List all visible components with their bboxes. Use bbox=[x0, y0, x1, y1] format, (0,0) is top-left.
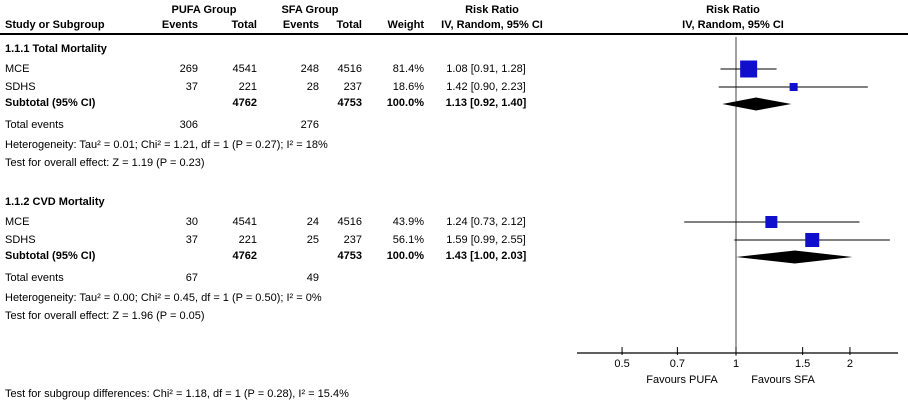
subtotal-diamond bbox=[722, 97, 792, 111]
subtotal-rr-cell: 1.43 [1.00, 2.03] bbox=[445, 250, 527, 262]
group1-header: PUFA Group bbox=[171, 4, 237, 16]
axis-tick-label: 2 bbox=[847, 358, 853, 370]
subtotal-pufa-total-cell: 4762 bbox=[232, 97, 257, 109]
subgroup-test-text: Test for subgroup differences: Chi² = 1.… bbox=[5, 388, 349, 400]
header-divider bbox=[0, 33, 908, 35]
subtotal-diamond bbox=[736, 250, 853, 264]
weight-header: Weight bbox=[387, 19, 424, 31]
overall-effect-text: Test for overall effect: Z = 1.96 (P = 0… bbox=[5, 310, 205, 322]
sfa-total-cell: 4516 bbox=[337, 216, 362, 228]
sfa-events-cell: 248 bbox=[300, 63, 319, 75]
section-heading: 1.1.1 Total Mortality bbox=[5, 43, 107, 55]
pufa-events-cell: 269 bbox=[179, 63, 198, 75]
sfa-total-cell: 237 bbox=[343, 81, 362, 93]
plot-column-subtitle: IV, Random, 95% CI bbox=[682, 19, 784, 31]
plot-column-title: Risk Ratio bbox=[706, 4, 760, 16]
rr-estimate-cell: 1.42 [0.90, 2.23] bbox=[446, 81, 526, 93]
heterogeneity-text: Heterogeneity: Tau² = 0.00; Chi² = 0.45,… bbox=[5, 292, 322, 304]
sfa-events-header: Events bbox=[282, 19, 319, 31]
axis-tick-label: 0.5 bbox=[614, 358, 629, 370]
subtotal-label: Subtotal (95% CI) bbox=[5, 250, 96, 262]
pufa-total-cell: 4541 bbox=[232, 216, 257, 228]
pufa-total-cell: 221 bbox=[238, 234, 257, 246]
total-events-sfa-cell: 49 bbox=[306, 272, 319, 284]
subtotal-weight-cell: 100.0% bbox=[386, 250, 424, 262]
total-events-pufa-cell: 306 bbox=[179, 119, 198, 131]
favours-left-label: Favours PUFA bbox=[646, 374, 718, 386]
weight-cell: 18.6% bbox=[392, 81, 424, 93]
effect-square bbox=[805, 233, 820, 247]
pufa-events-cell: 30 bbox=[185, 216, 198, 228]
total-events-label: Total events bbox=[5, 119, 64, 131]
axis-tick-label: 0.7 bbox=[670, 358, 685, 370]
effect-square bbox=[789, 83, 798, 91]
pufa-total-cell: 221 bbox=[238, 81, 257, 93]
weight-cell: 56.1% bbox=[392, 234, 424, 246]
rr-estimate-cell: 1.24 [0.73, 2.12] bbox=[446, 216, 526, 228]
heterogeneity-text: Heterogeneity: Tau² = 0.01; Chi² = 1.21,… bbox=[5, 139, 328, 151]
subtotal-rr-cell: 1.13 [0.92, 1.40] bbox=[445, 97, 527, 109]
subtotal-sfa-total-cell: 4753 bbox=[337, 97, 362, 109]
pufa-total-header: Total bbox=[231, 19, 257, 31]
pufa-events-cell: 37 bbox=[185, 81, 198, 93]
total-events-sfa-cell: 276 bbox=[300, 119, 319, 131]
study-name: SDHS bbox=[5, 234, 36, 246]
sfa-events-cell: 24 bbox=[306, 216, 319, 228]
study-name: SDHS bbox=[5, 81, 36, 93]
weight-cell: 81.4% bbox=[392, 63, 424, 75]
study-column-header: Study or Subgroup bbox=[5, 19, 105, 31]
pufa-events-cell: 37 bbox=[185, 234, 198, 246]
sfa-total-header: Total bbox=[336, 19, 362, 31]
sfa-total-cell: 4516 bbox=[337, 63, 362, 75]
sfa-total-cell: 237 bbox=[343, 234, 362, 246]
favours-right-label: Favours SFA bbox=[751, 374, 815, 386]
total-events-label: Total events bbox=[5, 272, 64, 284]
subtotal-pufa-total-cell: 4762 bbox=[232, 250, 257, 262]
subtotal-label: Subtotal (95% CI) bbox=[5, 97, 96, 109]
subtotal-weight-cell: 100.0% bbox=[386, 97, 424, 109]
group2-header: SFA Group bbox=[281, 4, 339, 16]
rr-estimate-cell: 1.59 [0.99, 2.55] bbox=[446, 234, 526, 246]
study-name: MCE bbox=[5, 63, 30, 75]
rr-column-title: Risk Ratio bbox=[465, 4, 519, 16]
overall-effect-text: Test for overall effect: Z = 1.19 (P = 0… bbox=[5, 157, 205, 169]
sfa-events-cell: 25 bbox=[306, 234, 319, 246]
pufa-events-header: Events bbox=[161, 19, 198, 31]
rr-estimate-cell: 1.08 [0.91, 1.28] bbox=[446, 63, 526, 75]
axis-tick-label: 1.5 bbox=[795, 358, 810, 370]
axis-tick-label: 1 bbox=[733, 358, 739, 370]
study-name: MCE bbox=[5, 216, 30, 228]
sfa-events-cell: 28 bbox=[306, 81, 319, 93]
total-events-pufa-cell: 67 bbox=[185, 272, 198, 284]
effect-square bbox=[765, 216, 778, 228]
effect-square bbox=[740, 60, 758, 78]
section-heading: 1.1.2 CVD Mortality bbox=[5, 196, 105, 208]
pufa-total-cell: 4541 bbox=[232, 63, 257, 75]
subtotal-sfa-total-cell: 4753 bbox=[337, 250, 362, 262]
rr-column-subtitle: IV, Random, 95% CI bbox=[441, 19, 543, 31]
weight-cell: 43.9% bbox=[392, 216, 424, 228]
